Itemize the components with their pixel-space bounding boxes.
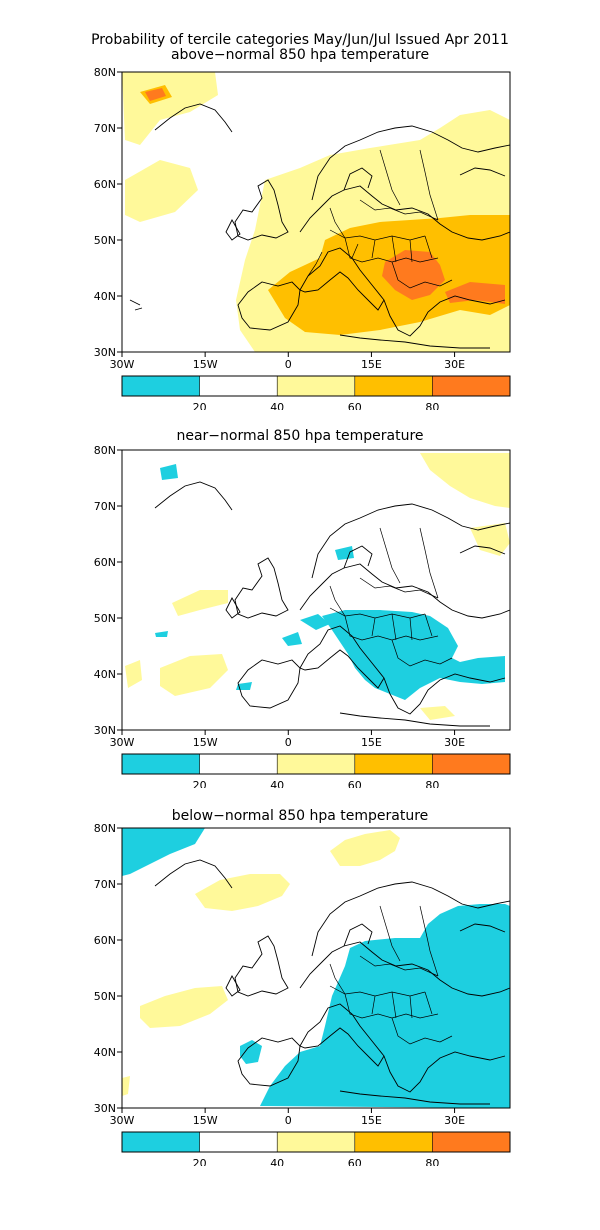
map-below-normal: 80N 70N 60N 50N 40N 30N 30W 15W 0 15E 30E 20 40 60 8… [94, 822, 511, 1170]
lon-label: 15W [193, 1114, 218, 1127]
lat-label: 50N [94, 234, 116, 247]
lat-label: 60N [94, 178, 116, 191]
probability-shading [125, 453, 510, 720]
panel-title-below: below−normal 850 hpa temperature [171, 808, 429, 824]
colorbar-swatch [432, 1132, 510, 1152]
lon-label: 15W [193, 358, 218, 371]
country-borders [329, 527, 453, 667]
lat-label: 60N [94, 934, 116, 947]
colorbar-swatch [277, 754, 355, 774]
lat-axis: 80N 70N 60N 50N 40N 30N [94, 822, 122, 1115]
country-borders [329, 905, 453, 1045]
colorbar-label: 20 [193, 1157, 207, 1166]
coastlines [154, 859, 511, 1105]
lon-axis: 30W 15W 0 15E 30E [110, 730, 465, 749]
colorbar-label: 80 [425, 1157, 439, 1166]
colorbar-swatch [277, 1132, 355, 1152]
panel-below-normal: 80N 70N 60N 50N 40N 30N 30W 15W 0 15E 30E 20 40 60 8… [0, 756, 600, 1170]
lon-label: 15E [361, 736, 382, 749]
colorbar-swatch [354, 1132, 433, 1152]
colorbar-swatch [122, 1132, 200, 1152]
lon-axis: 30W 15W 0 15E 30E [110, 1108, 465, 1127]
lon-label: 30W [110, 1114, 135, 1127]
colorbar-swatch [432, 754, 510, 774]
lat-label: 70N [94, 878, 116, 891]
lat-axis: 80N 70N 60N 50N 40N 30N [94, 444, 122, 737]
lon-label: 0 [285, 358, 292, 371]
lat-label: 30N [94, 724, 116, 737]
colorbar-swatch [199, 376, 278, 396]
map-above-normal: 80N 70N 60N 50N 40N 30N 30W 15W 0 15E 30E 20 40 60 8… [94, 66, 511, 414]
lon-label: 30E [444, 1114, 465, 1127]
colorbar-label: 40 [270, 1157, 284, 1166]
lon-label: 15W [193, 736, 218, 749]
colorbar-swatch [122, 754, 200, 774]
colorbar-swatch [432, 376, 510, 396]
colorbar-swatch [354, 376, 433, 396]
map-frame [121, 827, 511, 1109]
map-frame [121, 71, 511, 353]
lat-label: 80N [94, 444, 116, 457]
colorbar-swatch [277, 376, 355, 396]
figure-title: Probability of tercile categories May/Ju… [91, 32, 509, 48]
lat-label: 70N [94, 122, 116, 135]
lat-label: 40N [94, 290, 116, 303]
lat-label: 40N [94, 1046, 116, 1059]
colorbar-swatch [122, 376, 200, 396]
colorbar-frame [121, 375, 511, 397]
lat-label: 30N [94, 346, 116, 359]
probability-shading [122, 72, 510, 352]
colorbar-frame [121, 753, 511, 775]
lon-label: 30W [110, 358, 135, 371]
colorbar-frame [121, 1131, 511, 1153]
map-frame [121, 449, 511, 731]
country-borders [307, 149, 453, 289]
lon-label: 30E [444, 358, 465, 371]
panel-title-above: above−normal 850 hpa temperature [170, 47, 430, 63]
coastlines [154, 481, 511, 727]
colorbar-label: 60 [348, 1157, 362, 1166]
lat-label: 40N [94, 668, 116, 681]
lat-label: 80N [94, 822, 116, 835]
coastlines [129, 103, 511, 349]
colorbar-swatch [354, 754, 433, 774]
lat-axis: 80N 70N 60N 50N 40N 30N [94, 66, 122, 359]
colorbar-swatch [199, 754, 278, 774]
panel-title-near: near−normal 850 hpa temperature [176, 428, 424, 444]
panel-above-normal: 80N 70N 60N 50N 40N 30N 30W 15W 0 15E 30E 20 40 60 8… [0, 0, 600, 414]
lon-label: 30W [110, 736, 135, 749]
lon-label: 0 [285, 736, 292, 749]
lat-label: 30N [94, 1102, 116, 1115]
lat-label: 70N [94, 500, 116, 513]
lon-axis: 30W 15W 0 15E 30E [110, 352, 465, 371]
lat-label: 50N [94, 990, 116, 1003]
lon-label: 30E [444, 736, 465, 749]
colorbar-swatch [199, 1132, 278, 1152]
lon-label: 15E [361, 358, 382, 371]
colorbar: 20 40 60 80 [121, 1131, 511, 1170]
lon-label: 15E [361, 1114, 382, 1127]
lon-label: 0 [285, 1114, 292, 1127]
lat-label: 60N [94, 556, 116, 569]
lat-label: 50N [94, 612, 116, 625]
probability-shading [122, 828, 510, 1108]
lat-label: 80N [94, 66, 116, 79]
colorbar: 20 40 60 80 [121, 375, 511, 414]
panel-near-normal: 80N 70N 60N 50N 40N 30N 30W 15W 0 15E 30E 20 40 60 8… [0, 378, 600, 792]
